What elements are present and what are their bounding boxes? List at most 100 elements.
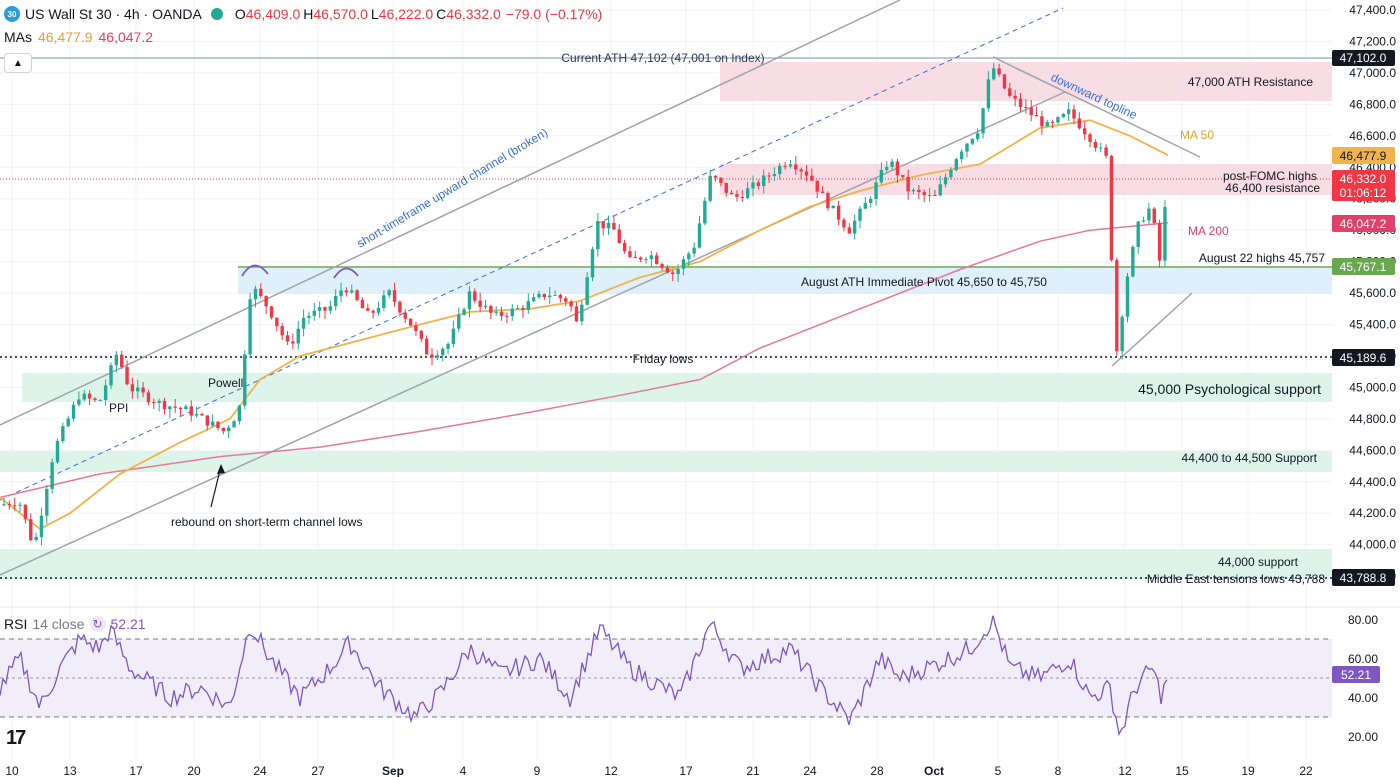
candle-body	[558, 294, 563, 299]
candle-body	[499, 311, 504, 316]
friday-flag-bg	[1332, 349, 1395, 366]
candle-body	[917, 189, 921, 193]
time-tick-label: 5	[995, 764, 1002, 777]
candle-body	[328, 306, 333, 311]
friday-flag: 45,189.6	[1340, 351, 1387, 365]
tradingview-logo-icon[interactable]: 17	[6, 727, 26, 749]
candle-body	[141, 387, 145, 393]
rsi-legend[interactable]: RSI 14 close ↻ 52.21	[4, 616, 146, 632]
price-tick-label: 45,400.0	[1349, 318, 1396, 332]
candle-body	[50, 462, 54, 489]
support-44000-zone	[0, 549, 1332, 579]
symbol-badge[interactable]: 30	[4, 6, 20, 22]
price-tick-label: 44,000.0	[1349, 538, 1396, 552]
candle-body	[473, 291, 477, 301]
time-axis[interactable]: 10 13 17 20 24 27 Sep 4 9 12 17 21 24 28 Oct 5 8 12 15 19 22	[5, 764, 1313, 777]
candle-body	[334, 295, 338, 307]
candle-body	[146, 392, 151, 403]
candle-body	[569, 301, 573, 307]
candle-body	[1141, 220, 1146, 222]
candle-body	[644, 259, 648, 261]
candle-body	[927, 195, 932, 197]
candle-body	[2, 504, 6, 506]
rsi-tick-label: 60.00	[1348, 652, 1378, 666]
powell-label: Powell	[208, 376, 243, 390]
candle-body	[1077, 118, 1082, 129]
ma50-label: MA 50	[1180, 128, 1214, 142]
candle-body	[858, 208, 862, 221]
mas-legend[interactable]: MAs 46,477.9 46,047.2	[4, 29, 153, 45]
candle-body	[1157, 223, 1162, 261]
symbol-title[interactable]: US Wall St 30 · 4h · OANDA	[25, 6, 202, 22]
candle-body	[660, 263, 664, 268]
candle-body	[98, 399, 102, 401]
collapse-legend-button[interactable]: ▲	[4, 53, 32, 73]
candle-body	[1109, 155, 1114, 261]
price-tick-label: 46,800.0	[1349, 97, 1396, 111]
candle-body	[227, 427, 231, 432]
price-tick-label: 45,000.0	[1349, 380, 1396, 394]
candle-body	[243, 354, 247, 406]
candle-body	[237, 405, 242, 422]
candle-body	[23, 504, 28, 520]
open-value: 46,409.0	[245, 6, 301, 22]
candle-body	[879, 169, 884, 183]
candle-body	[531, 297, 536, 302]
candle-body	[478, 300, 482, 307]
candle-body	[307, 315, 311, 318]
time-tick-label: 12	[604, 764, 618, 777]
candle-body	[82, 393, 86, 400]
candle-body	[232, 421, 236, 428]
rsi-scale[interactable]: 80.00 60.00 40.00 20.00	[1348, 613, 1378, 744]
candle-body	[580, 304, 584, 322]
candle-body	[564, 298, 568, 302]
candle-body	[783, 165, 787, 167]
countdown-flag: 01:06:12	[1340, 186, 1387, 200]
candle-body	[622, 242, 627, 252]
rsi-line	[0, 615, 1168, 737]
candle-body	[751, 182, 755, 189]
support-44400-label: 44,400 to 44,500 Support	[1182, 451, 1318, 465]
ath-line-label: Current ATH 47,102 (47,001 on Index)	[561, 51, 764, 65]
candle-body	[890, 161, 894, 167]
candle-body	[954, 159, 958, 171]
aug22-label: August 22 highs 45,757	[1199, 251, 1325, 265]
candle-body	[997, 68, 1001, 75]
candle-body	[606, 223, 611, 229]
candle-body	[173, 406, 177, 408]
candle-body	[922, 192, 926, 196]
time-tick-label: 9	[534, 764, 541, 777]
candle-body	[398, 301, 402, 313]
candle-body	[451, 328, 456, 345]
candle-body	[446, 344, 450, 349]
candle-body	[114, 354, 119, 366]
time-tick-label: 24	[253, 764, 267, 777]
candle-body	[403, 312, 407, 319]
candle-body	[39, 515, 44, 537]
candle-body	[938, 184, 942, 196]
candle-body	[435, 355, 440, 358]
close-value: 46,332.0	[446, 6, 501, 22]
candle-body	[441, 348, 445, 356]
candle-body	[724, 182, 728, 193]
candle-body	[901, 175, 905, 177]
candle-body	[596, 221, 600, 250]
sync-icon[interactable]: ↻	[89, 616, 106, 632]
friday-lows-label: Friday lows	[633, 352, 694, 366]
price-scale[interactable]: 47,400.0 47,200.0 47,000.0 46,800.0 46,600.0…	[1349, 3, 1396, 583]
candle-body	[424, 338, 429, 355]
price-tick-label: 47,200.0	[1349, 34, 1396, 48]
high-value: 46,570.0	[313, 6, 368, 22]
candle-body	[1066, 109, 1071, 114]
ath-flag: 47,102.0	[1340, 51, 1387, 65]
post-fomc-label-1: post-FOMC highs	[1223, 169, 1317, 183]
candle-body	[676, 268, 680, 275]
candle-body	[949, 170, 953, 178]
candle-body	[419, 330, 423, 339]
candle-body	[959, 151, 964, 160]
candle-body	[1061, 113, 1065, 118]
candle-body	[708, 175, 712, 201]
candle-body	[772, 174, 777, 176]
rsi-value: 52.21	[110, 616, 146, 632]
